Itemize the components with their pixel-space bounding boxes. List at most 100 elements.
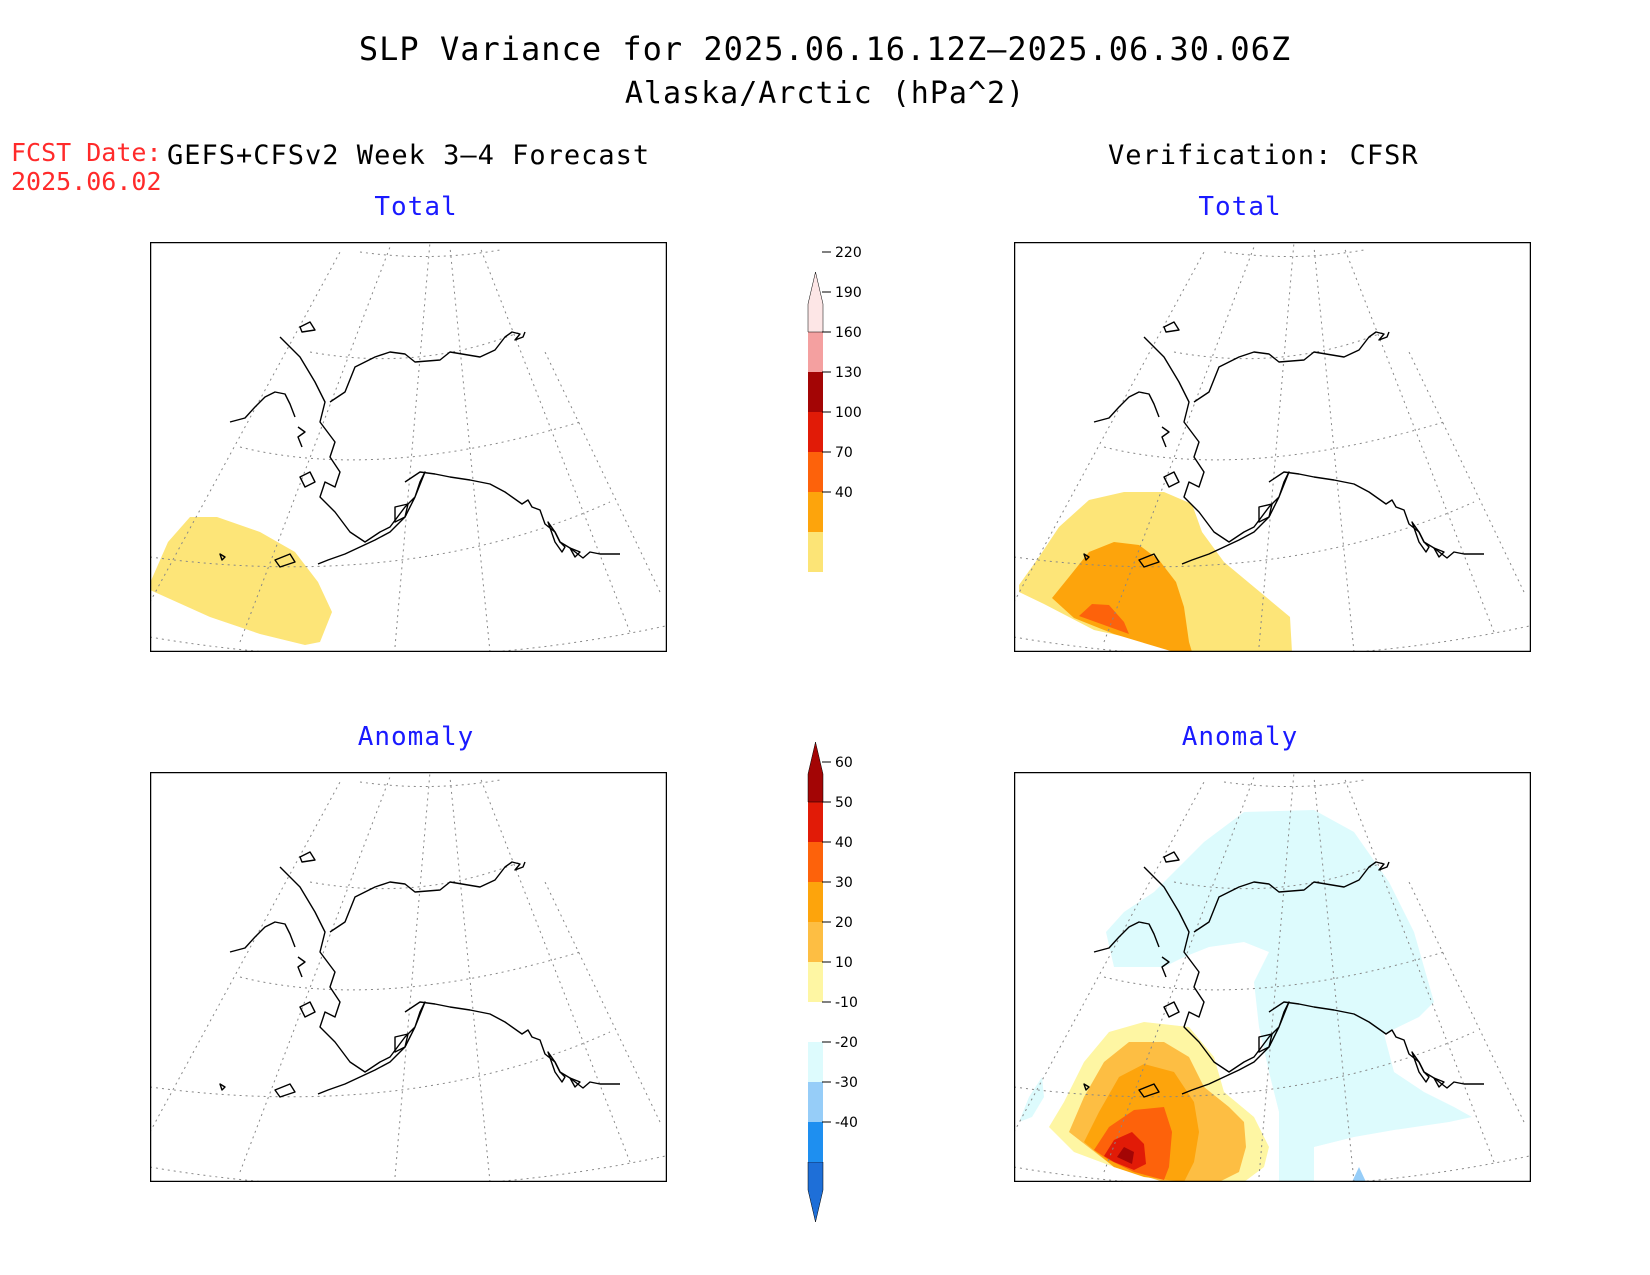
colorbar-label: -40 — [835, 1115, 858, 1131]
coastline-segment — [297, 956, 306, 978]
colorbar-segment — [808, 1082, 823, 1122]
graticule — [150, 772, 667, 1182]
graticule-line — [309, 331, 521, 360]
colorbar-label: -30 — [835, 1075, 858, 1091]
graticule — [150, 242, 667, 652]
coastline-segment — [394, 1033, 409, 1053]
graticule-line — [1014, 1031, 1475, 1098]
graticule-line — [150, 625, 667, 652]
graticule-line — [239, 951, 581, 991]
graticule-line — [1103, 776, 1255, 1173]
coastline-segment — [329, 861, 526, 933]
colorbar-segment — [808, 1122, 823, 1162]
coastline-segment — [1163, 1001, 1180, 1018]
graticule-line — [150, 781, 341, 1133]
panel-title-verification-total: Total — [1198, 192, 1282, 222]
colorbar-label: 40 — [835, 835, 853, 851]
coastline-segment — [1161, 956, 1170, 978]
graticule-line — [544, 881, 661, 1123]
coastline-segment — [547, 521, 566, 553]
coastline-segment — [1268, 471, 1484, 559]
coastline-segment — [1163, 471, 1180, 488]
coastline-segment — [1083, 1083, 1090, 1091]
graticule-line — [239, 421, 581, 461]
colorbar-label: 50 — [835, 795, 853, 811]
coastline-segment — [329, 331, 526, 403]
graticule-line — [1313, 776, 1355, 1182]
coastline-segment — [1411, 1051, 1430, 1083]
fill-neg-20-30 — [1352, 1167, 1366, 1182]
colorbar-segment — [808, 372, 823, 412]
graticule-line — [150, 251, 341, 603]
colorbar-segment — [808, 922, 823, 962]
graticule-line — [150, 501, 611, 568]
graticule-line — [479, 776, 631, 1163]
panel-title-verification-anomaly: Anomaly — [1181, 722, 1299, 752]
coastline-segment — [1258, 1033, 1273, 1053]
fcst-date-value: 2025.06.02 — [11, 167, 162, 196]
coastline — [1083, 321, 1484, 568]
colorbar-label: 60 — [835, 755, 853, 771]
graticule-line — [1103, 951, 1445, 991]
colorbar-segment — [808, 1042, 823, 1082]
colorbar-segment — [808, 412, 823, 452]
fcst-date: FCST Date: 2025.06.02 — [11, 138, 162, 196]
map-frame — [150, 242, 667, 652]
colorbar-anomaly: -40 -30 -20 -10 10 20 30 40 50 60 — [807, 741, 858, 1223]
coastline-segment — [1138, 1083, 1160, 1098]
variance-fills — [150, 517, 332, 645]
map-frame — [150, 772, 667, 1182]
colorbar-label: -10 — [835, 995, 858, 1011]
graticule-line — [1014, 1155, 1531, 1182]
colorbar-label: 220 — [835, 245, 862, 261]
map-frame — [1014, 242, 1531, 652]
coastline-segment — [547, 1051, 566, 1083]
panel-title-forecast-anomaly: Anomaly — [357, 722, 475, 752]
colorbar-label: 160 — [835, 325, 862, 341]
panel-title-forecast-total: Total — [374, 192, 458, 222]
graticule-line — [1223, 779, 1365, 788]
colorbar-segment — [808, 532, 823, 572]
graticule-line — [150, 1031, 611, 1098]
map-frame — [1014, 772, 1531, 1182]
graticule-line — [1313, 246, 1355, 652]
main-subtitle: Alaska/Arctic (hPa^2) — [624, 76, 1026, 111]
forecast-header: GEFS+CFSv2 Week 3—4 Forecast — [167, 140, 651, 171]
coastline-segment — [404, 1001, 620, 1089]
colorbar-segment — [807, 271, 824, 333]
coastline-segment — [1083, 553, 1090, 561]
colorbar-total: 40 70 100 130 160 190 220 — [807, 245, 862, 572]
colorbar-label: 70 — [835, 445, 853, 461]
anomaly-fills — [1019, 810, 1472, 1182]
graticule-line — [239, 776, 391, 1173]
colorbar-segment — [808, 802, 823, 842]
graticule-line — [150, 1155, 667, 1182]
coastline-segment — [299, 851, 316, 863]
coastline — [1083, 851, 1484, 1098]
graticule-line — [394, 772, 431, 1178]
graticule — [1014, 772, 1531, 1182]
graticule-line — [1408, 881, 1525, 1123]
coastline-segment — [1093, 921, 1160, 953]
graticule-line — [1103, 246, 1255, 643]
coastline-segment — [569, 1077, 581, 1088]
coastline-segment — [229, 391, 296, 423]
coastline-segment — [1143, 866, 1290, 1095]
verification-header: Verification: CFSR — [1108, 140, 1419, 171]
coastline — [219, 321, 620, 568]
colorbar-segment — [808, 492, 823, 532]
graticule-line — [1258, 242, 1295, 648]
fill-100-130 — [1079, 604, 1129, 634]
fill-70-100 — [1052, 542, 1192, 652]
graticule-line — [394, 242, 431, 648]
graticule-line — [239, 246, 391, 643]
colorbar-segment — [807, 1161, 824, 1223]
coastline-segment — [219, 553, 226, 561]
graticule-line — [309, 861, 521, 890]
coastline-segment — [1143, 336, 1290, 565]
colorbar-segment — [808, 1002, 823, 1042]
graticule-line — [359, 779, 501, 788]
coastline-segment — [1193, 861, 1390, 933]
graticule-line — [1408, 351, 1525, 593]
colorbar-label: 130 — [835, 365, 862, 381]
